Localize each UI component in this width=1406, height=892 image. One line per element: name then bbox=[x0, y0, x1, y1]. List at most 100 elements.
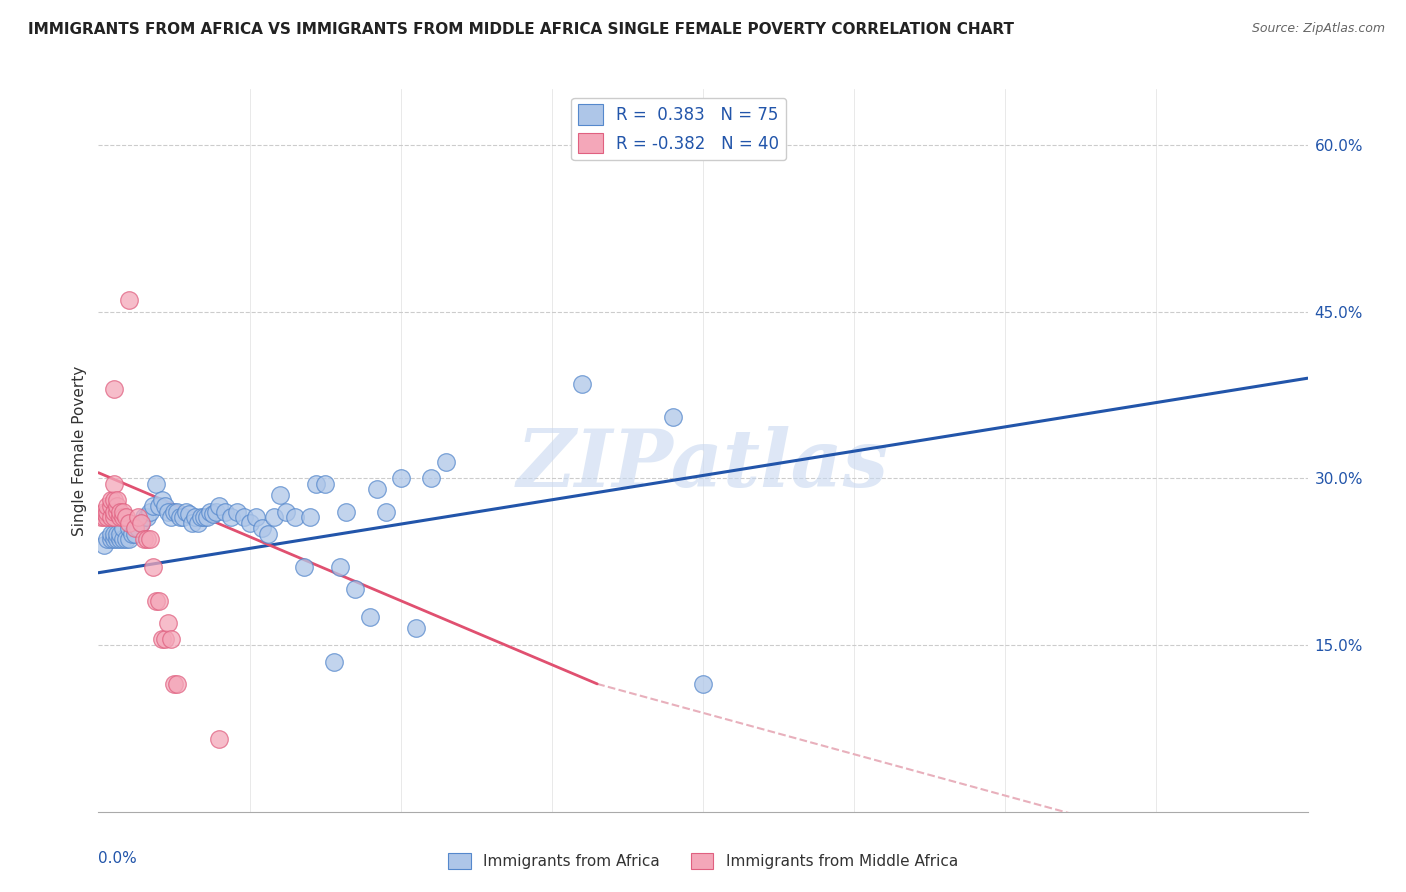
Point bbox=[100, 533, 122, 547]
Point bbox=[420, 471, 443, 485]
Point bbox=[139, 505, 162, 519]
Point bbox=[129, 516, 152, 530]
Point bbox=[181, 516, 204, 530]
Point bbox=[153, 632, 176, 647]
Point bbox=[108, 533, 131, 547]
Point bbox=[661, 410, 683, 425]
Point bbox=[205, 505, 228, 519]
Point bbox=[160, 632, 183, 647]
Point bbox=[169, 510, 191, 524]
Point bbox=[132, 533, 155, 547]
Point bbox=[221, 510, 243, 524]
Point bbox=[692, 677, 714, 691]
Point bbox=[187, 516, 209, 530]
Legend: R =  0.383   N = 75, R = -0.382   N = 40: R = 0.383 N = 75, R = -0.382 N = 40 bbox=[571, 97, 786, 160]
Point bbox=[90, 510, 112, 524]
Point bbox=[103, 533, 125, 547]
Text: IMMIGRANTS FROM AFRICA VS IMMIGRANTS FROM MIDDLE AFRICA SINGLE FEMALE POVERTY CO: IMMIGRANTS FROM AFRICA VS IMMIGRANTS FRO… bbox=[28, 22, 1014, 37]
Point bbox=[108, 526, 131, 541]
Point bbox=[163, 677, 186, 691]
Point bbox=[118, 516, 141, 530]
Point bbox=[174, 505, 197, 519]
Point bbox=[111, 521, 134, 535]
Point bbox=[208, 499, 231, 513]
Point bbox=[103, 476, 125, 491]
Point bbox=[195, 510, 218, 524]
Point bbox=[323, 655, 346, 669]
Point bbox=[118, 533, 141, 547]
Point bbox=[202, 507, 225, 521]
Point bbox=[344, 582, 367, 597]
Point bbox=[142, 560, 165, 574]
Point bbox=[284, 510, 307, 524]
Point bbox=[148, 593, 170, 607]
Point bbox=[250, 521, 273, 535]
Point bbox=[163, 505, 186, 519]
Point bbox=[108, 505, 131, 519]
Point bbox=[111, 510, 134, 524]
Point bbox=[571, 376, 593, 391]
Point bbox=[214, 505, 236, 519]
Point bbox=[127, 521, 149, 535]
Text: ZIPatlas: ZIPatlas bbox=[517, 426, 889, 504]
Point bbox=[314, 476, 336, 491]
Point bbox=[156, 505, 179, 519]
Point bbox=[226, 505, 249, 519]
Point bbox=[305, 476, 328, 491]
Point bbox=[166, 677, 188, 691]
Point bbox=[105, 505, 128, 519]
Point bbox=[100, 510, 122, 524]
Point bbox=[142, 499, 165, 513]
Point bbox=[105, 526, 128, 541]
Point bbox=[160, 510, 183, 524]
Point bbox=[93, 510, 115, 524]
Point bbox=[145, 476, 167, 491]
Point bbox=[114, 533, 136, 547]
Point bbox=[93, 538, 115, 552]
Point bbox=[360, 610, 382, 624]
Point bbox=[329, 560, 352, 574]
Point bbox=[389, 471, 412, 485]
Point bbox=[239, 516, 262, 530]
Point bbox=[193, 510, 215, 524]
Text: Source: ZipAtlas.com: Source: ZipAtlas.com bbox=[1251, 22, 1385, 36]
Point bbox=[111, 505, 134, 519]
Point bbox=[114, 510, 136, 524]
Point bbox=[405, 621, 427, 635]
Point bbox=[96, 505, 118, 519]
Point bbox=[153, 499, 176, 513]
Point bbox=[139, 533, 162, 547]
Point bbox=[135, 510, 157, 524]
Point bbox=[184, 510, 207, 524]
Point bbox=[156, 615, 179, 630]
Point bbox=[105, 493, 128, 508]
Point bbox=[208, 732, 231, 747]
Point bbox=[111, 533, 134, 547]
Point bbox=[245, 510, 267, 524]
Point bbox=[150, 493, 173, 508]
Point bbox=[145, 593, 167, 607]
Point bbox=[232, 510, 254, 524]
Legend: Immigrants from Africa, Immigrants from Middle Africa: Immigrants from Africa, Immigrants from … bbox=[441, 847, 965, 875]
Point bbox=[166, 505, 188, 519]
Point bbox=[374, 505, 396, 519]
Point bbox=[118, 521, 141, 535]
Point bbox=[124, 521, 146, 535]
Text: 0.0%: 0.0% bbox=[98, 852, 138, 866]
Y-axis label: Single Female Poverty: Single Female Poverty bbox=[72, 366, 87, 535]
Point bbox=[434, 454, 457, 468]
Point bbox=[366, 483, 388, 497]
Point bbox=[93, 505, 115, 519]
Point bbox=[124, 526, 146, 541]
Point bbox=[121, 526, 143, 541]
Point bbox=[179, 507, 201, 521]
Point bbox=[256, 526, 278, 541]
Point bbox=[118, 293, 141, 308]
Point bbox=[335, 505, 357, 519]
Point bbox=[127, 510, 149, 524]
Point bbox=[129, 516, 152, 530]
Point bbox=[269, 488, 291, 502]
Point bbox=[108, 510, 131, 524]
Point bbox=[103, 526, 125, 541]
Point bbox=[103, 382, 125, 396]
